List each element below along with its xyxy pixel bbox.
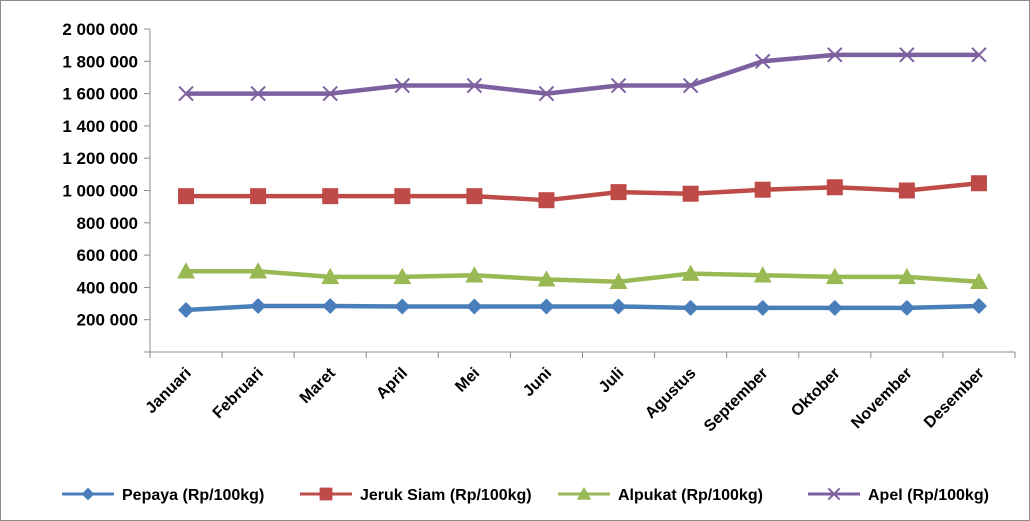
- data-point: [754, 299, 771, 316]
- data-point: [970, 175, 987, 192]
- data-point: [576, 486, 592, 500]
- data-point: [466, 298, 483, 315]
- legend-item: Alpukat (Rp/100kg): [558, 486, 763, 504]
- data-point: [538, 298, 555, 315]
- series-line: [185, 303, 980, 313]
- data-point: [610, 77, 627, 94]
- y-tick-label: 200 000: [77, 311, 138, 330]
- data-point: [682, 185, 699, 202]
- y-tick-label: 1 200 000: [62, 149, 138, 168]
- data-point: [609, 272, 628, 289]
- data-point: [322, 297, 339, 314]
- legend-label: Alpukat (Rp/100kg): [618, 487, 763, 504]
- data-point: [178, 302, 195, 319]
- data-point: [969, 272, 988, 289]
- x-tick-label: Agustus: [642, 365, 699, 422]
- data-point: [899, 47, 915, 63]
- x-tick-label: November: [848, 365, 915, 432]
- data-point: [393, 267, 412, 285]
- y-tick-label: 2 000 000: [62, 20, 138, 39]
- data-point: [466, 188, 483, 205]
- data-point: [898, 299, 915, 316]
- legend-item: Pepaya (Rp/100kg): [62, 487, 264, 504]
- legend-item: Jeruk Siam (Rp/100kg): [300, 487, 532, 504]
- series-line: [186, 269, 980, 284]
- data-point: [681, 264, 700, 281]
- x-tick-label: Februari: [210, 365, 267, 422]
- legend-item: Apel (Rp/100kg): [808, 487, 989, 504]
- data-point: [970, 297, 987, 314]
- data-point: [538, 192, 555, 209]
- data-point: [826, 179, 843, 196]
- data-point: [178, 85, 194, 102]
- data-point: [826, 299, 843, 316]
- x-tick-label: Januari: [143, 365, 195, 417]
- series-3: [178, 47, 987, 102]
- legend-label: Jeruk Siam (Rp/100kg): [360, 487, 532, 504]
- data-point: [394, 77, 410, 94]
- data-point: [537, 270, 556, 287]
- data-point: [250, 188, 267, 205]
- data-point: [178, 188, 195, 205]
- data-point: [322, 188, 339, 205]
- data-point: [250, 85, 266, 102]
- data-point: [319, 487, 333, 501]
- legend-label: Apel (Rp/100kg): [868, 487, 989, 504]
- axes: [144, 28, 1016, 358]
- data-point: [825, 267, 844, 285]
- data-point: [682, 299, 699, 316]
- data-point: [321, 267, 340, 285]
- legend-label: Pepaya (Rp/100kg): [122, 487, 264, 504]
- x-tick-label: April: [373, 365, 411, 403]
- y-tick-label: 1 800 000: [62, 52, 138, 71]
- data-point: [753, 266, 772, 283]
- data-point: [755, 53, 771, 70]
- data-point: [81, 487, 95, 501]
- series-line: [186, 52, 979, 96]
- x-tick-label: Mei: [452, 365, 483, 396]
- y-tick-label: 1 400 000: [62, 117, 138, 136]
- y-tick-label: 400 000: [77, 278, 138, 297]
- data-point: [610, 298, 627, 315]
- data-point: [971, 47, 987, 63]
- data-point: [394, 298, 411, 315]
- data-point: [465, 266, 484, 283]
- legend: Pepaya (Rp/100kg) Jeruk Siam (Rp/100kg) Al…: [62, 486, 989, 504]
- x-tick-labels: Januari Februari Maret April Mei Juni Juli Agus…: [143, 364, 988, 435]
- x-tick-label: September: [701, 365, 772, 436]
- data-point: [249, 262, 268, 279]
- y-tick-label: 600 000: [77, 246, 138, 265]
- series-line: [186, 180, 980, 203]
- data-point: [394, 188, 411, 205]
- y-tick-label: 1 600 000: [62, 85, 138, 104]
- series-layer: [177, 47, 988, 319]
- data-point: [177, 262, 196, 279]
- data-point: [466, 77, 483, 94]
- data-point: [250, 297, 267, 314]
- x-tick-label: Maret: [297, 364, 340, 407]
- data-point: [827, 47, 843, 63]
- data-point: [897, 267, 916, 285]
- data-point: [827, 487, 841, 501]
- y-tick-labels: 2 000 000 1 800 000 1 600 000 1 400 000 1 20…: [62, 20, 138, 330]
- x-tick-label: Juni: [520, 365, 555, 400]
- series-2: [177, 262, 988, 289]
- x-tick-label: Oktober: [788, 365, 843, 420]
- data-point: [322, 85, 338, 102]
- data-point: [610, 184, 627, 201]
- y-tick-label: 800 000: [77, 214, 138, 233]
- x-tick-label: Desember: [921, 365, 988, 432]
- y-tick-label: 1 000 000: [62, 182, 138, 201]
- data-point: [682, 77, 699, 94]
- data-point: [898, 182, 915, 199]
- series-1: [178, 175, 987, 209]
- series-0: [178, 297, 987, 319]
- data-point: [754, 181, 771, 198]
- data-point: [538, 85, 555, 102]
- x-tick-label: Juli: [596, 365, 628, 397]
